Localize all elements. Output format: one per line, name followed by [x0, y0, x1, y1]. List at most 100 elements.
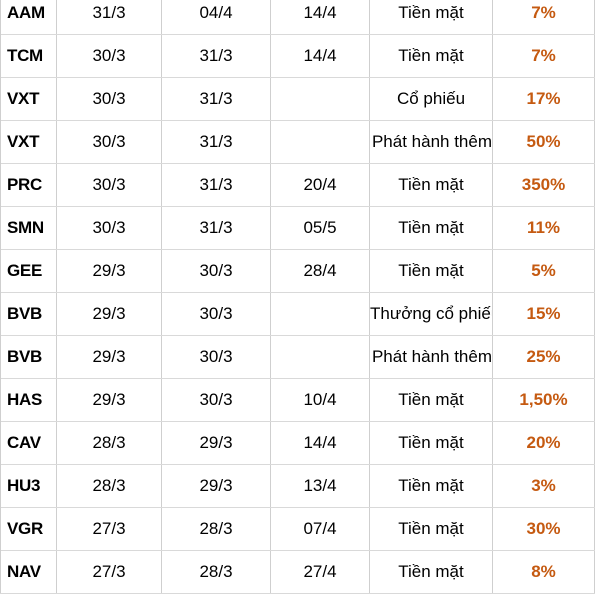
payment-date-cell[interactable]: [270, 335, 370, 379]
payment-date-cell[interactable]: 20/4: [270, 163, 370, 207]
table-row[interactable]: GEE 29/3 30/3 28/4 Tiền mặt 5%: [0, 249, 595, 293]
type-cell[interactable]: Tiền mặt: [369, 163, 493, 207]
table-row[interactable]: TCM 30/3 31/3 14/4 Tiền mặt 7%: [0, 34, 595, 78]
type-cell[interactable]: Tiền mặt: [369, 507, 493, 551]
type-cell[interactable]: Tiền mặt: [369, 249, 493, 293]
payment-date-cell[interactable]: 27/4: [270, 550, 370, 594]
rate-cell[interactable]: 20%: [492, 421, 595, 465]
ex-date-cell[interactable]: 30/3: [56, 77, 162, 121]
record-date-cell[interactable]: 31/3: [161, 206, 271, 250]
record-date-cell[interactable]: 29/3: [161, 464, 271, 508]
record-date-cell[interactable]: 30/3: [161, 249, 271, 293]
type-cell[interactable]: Tiền mặt: [369, 378, 493, 422]
ticker-cell[interactable]: AAM: [0, 0, 57, 35]
record-date-cell[interactable]: 31/3: [161, 77, 271, 121]
table-row[interactable]: VGR 27/3 28/3 07/4 Tiền mặt 30%: [0, 507, 595, 551]
type-cell[interactable]: Tiền mặt: [369, 464, 493, 508]
rate-cell[interactable]: 7%: [492, 0, 595, 35]
record-date-cell[interactable]: 31/3: [161, 163, 271, 207]
ex-date-cell[interactable]: 29/3: [56, 378, 162, 422]
rate-cell[interactable]: 3%: [492, 464, 595, 508]
rate-cell[interactable]: 1,50%: [492, 378, 595, 422]
table-row[interactable]: NAV 27/3 28/3 27/4 Tiền mặt 8%: [0, 550, 595, 594]
ticker-cell[interactable]: VXT: [0, 77, 57, 121]
record-date-cell[interactable]: 28/3: [161, 550, 271, 594]
type-cell[interactable]: Tiền mặt: [369, 34, 493, 78]
ticker-cell[interactable]: VGR: [0, 507, 57, 551]
ticker-cell[interactable]: PRC: [0, 163, 57, 207]
ex-date-cell[interactable]: 27/3: [56, 507, 162, 551]
type-cell[interactable]: Thưởng cổ phiếu: [369, 292, 493, 336]
record-date-cell[interactable]: 28/3: [161, 507, 271, 551]
rate-cell[interactable]: 15%: [492, 292, 595, 336]
type-cell[interactable]: Phát hành thêm: [369, 120, 493, 164]
ticker-cell[interactable]: BVB: [0, 292, 57, 336]
payment-date-cell[interactable]: 10/4: [270, 378, 370, 422]
table-row[interactable]: HAS 29/3 30/3 10/4 Tiền mặt 1,50%: [0, 378, 595, 422]
table-row[interactable]: BVB 29/3 30/3 Thưởng cổ phiếu 15%: [0, 292, 595, 336]
payment-date-cell[interactable]: [270, 292, 370, 336]
record-date-cell[interactable]: 30/3: [161, 292, 271, 336]
rate-cell[interactable]: 25%: [492, 335, 595, 379]
table-row[interactable]: AAM 31/3 04/4 14/4 Tiền mặt 7%: [0, 0, 595, 35]
record-date-cell[interactable]: 30/3: [161, 378, 271, 422]
payment-date-cell[interactable]: 05/5: [270, 206, 370, 250]
ticker-cell[interactable]: TCM: [0, 34, 57, 78]
table-row[interactable]: CAV 28/3 29/3 14/4 Tiền mặt 20%: [0, 421, 595, 465]
rate-cell[interactable]: 30%: [492, 507, 595, 551]
rate-cell[interactable]: 5%: [492, 249, 595, 293]
ticker-cell[interactable]: VXT: [0, 120, 57, 164]
type-cell[interactable]: Cổ phiếu: [369, 77, 493, 121]
table-row[interactable]: HU3 28/3 29/3 13/4 Tiền mặt 3%: [0, 464, 595, 508]
ex-date-cell[interactable]: 30/3: [56, 34, 162, 78]
ticker-cell[interactable]: SMN: [0, 206, 57, 250]
table-row[interactable]: VXT 30/3 31/3 Cổ phiếu 17%: [0, 77, 595, 121]
payment-date-cell[interactable]: 28/4: [270, 249, 370, 293]
ticker-cell[interactable]: HAS: [0, 378, 57, 422]
table-row[interactable]: BVB 29/3 30/3 Phát hành thêm 25%: [0, 335, 595, 379]
ex-date-cell[interactable]: 30/3: [56, 163, 162, 207]
table-row[interactable]: SMN 30/3 31/3 05/5 Tiền mặt 11%: [0, 206, 595, 250]
ticker-cell[interactable]: CAV: [0, 421, 57, 465]
ticker-cell[interactable]: GEE: [0, 249, 57, 293]
ex-date-cell[interactable]: 27/3: [56, 550, 162, 594]
rate-cell[interactable]: 7%: [492, 34, 595, 78]
type-cell[interactable]: Tiền mặt: [369, 421, 493, 465]
table-row[interactable]: VXT 30/3 31/3 Phát hành thêm 50%: [0, 120, 595, 164]
ticker-cell[interactable]: NAV: [0, 550, 57, 594]
payment-date-cell[interactable]: 14/4: [270, 0, 370, 35]
type-cell[interactable]: Tiền mặt: [369, 206, 493, 250]
payment-date-cell[interactable]: 07/4: [270, 507, 370, 551]
rate-cell[interactable]: 350%: [492, 163, 595, 207]
rate-cell[interactable]: 11%: [492, 206, 595, 250]
ex-date-cell[interactable]: 31/3: [56, 0, 162, 35]
ticker-cell[interactable]: HU3: [0, 464, 57, 508]
ex-date-cell[interactable]: 30/3: [56, 206, 162, 250]
rate-cell[interactable]: 50%: [492, 120, 595, 164]
record-date-cell[interactable]: 31/3: [161, 120, 271, 164]
payment-date-cell[interactable]: 14/4: [270, 421, 370, 465]
payment-date-cell[interactable]: 13/4: [270, 464, 370, 508]
ex-date-cell[interactable]: 28/3: [56, 421, 162, 465]
type-cell[interactable]: Tiền mặt: [369, 0, 493, 35]
ex-date-cell[interactable]: 29/3: [56, 335, 162, 379]
record-date-cell[interactable]: 31/3: [161, 34, 271, 78]
ticker-cell[interactable]: BVB: [0, 335, 57, 379]
ex-date-cell[interactable]: 29/3: [56, 249, 162, 293]
rate-cell[interactable]: 17%: [492, 77, 595, 121]
type-cell[interactable]: Tiền mặt: [369, 550, 493, 594]
ex-date-cell[interactable]: 30/3: [56, 120, 162, 164]
payment-date-cell[interactable]: 14/4: [270, 34, 370, 78]
record-date-cell[interactable]: 04/4: [161, 0, 271, 35]
rate-cell[interactable]: 8%: [492, 550, 595, 594]
table-row[interactable]: PRC 30/3 31/3 20/4 Tiền mặt 350%: [0, 163, 595, 207]
ex-date-cell[interactable]: 29/3: [56, 292, 162, 336]
type-cell[interactable]: Phát hành thêm: [369, 335, 493, 379]
payment-date-cell[interactable]: [270, 77, 370, 121]
ex-date-cell[interactable]: 28/3: [56, 464, 162, 508]
payment-date-cell[interactable]: [270, 120, 370, 164]
record-date-cell[interactable]: 30/3: [161, 335, 271, 379]
record-date-cell[interactable]: 29/3: [161, 421, 271, 465]
